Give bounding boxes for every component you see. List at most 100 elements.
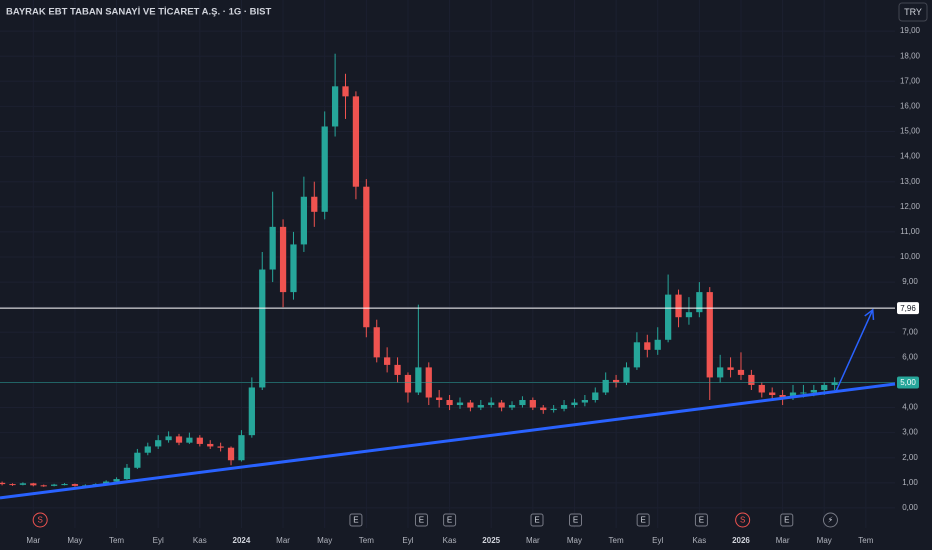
currency-button[interactable] <box>898 2 928 22</box>
y-tick-label: 9,00 <box>902 277 918 286</box>
candle-body <box>50 484 58 486</box>
x-tick-label: Mar <box>776 536 790 545</box>
candle-body <box>540 407 547 411</box>
candle-body <box>748 374 755 385</box>
event-marker <box>32 512 48 528</box>
event-marker <box>569 513 583 527</box>
price-tag <box>897 302 919 315</box>
currency-label[interactable]: TRY <box>904 7 922 17</box>
candle-body <box>821 384 828 390</box>
candle-body <box>0 482 6 485</box>
candle-body <box>446 400 453 406</box>
candle-body <box>436 397 443 401</box>
y-tick-label: 2,00 <box>902 453 918 462</box>
candle-body <box>612 379 620 383</box>
candle-body <box>498 402 505 408</box>
candle-body <box>113 479 120 482</box>
candle-body <box>779 394 786 398</box>
event-marker <box>530 513 544 527</box>
candle-body <box>571 402 578 406</box>
price-tag <box>897 376 919 389</box>
y-tick-label: 4,00 <box>902 403 918 412</box>
x-tick-label: May <box>67 536 82 545</box>
x-tick-label: Kas <box>692 536 706 545</box>
candle-body <box>404 374 412 393</box>
candle-body <box>769 392 776 395</box>
event-label: E <box>534 516 539 525</box>
candle-body <box>644 342 651 350</box>
candle-body <box>696 292 703 313</box>
candle-body <box>19 483 27 485</box>
candle-body <box>71 484 79 486</box>
event-label: E <box>640 516 645 525</box>
candle-body <box>123 467 131 480</box>
candle-body <box>175 436 183 443</box>
candle-body <box>727 367 734 370</box>
candle-body <box>321 126 328 212</box>
candle-body <box>227 447 235 461</box>
event-label: E <box>447 516 452 525</box>
candle-body <box>259 269 266 388</box>
y-tick-label: 3,00 <box>902 428 918 437</box>
candle-body <box>373 327 380 358</box>
candle-body <box>758 384 765 393</box>
y-tick-label: 15,00 <box>900 127 921 136</box>
candle-body <box>717 367 724 378</box>
candle-body <box>456 402 464 406</box>
event-label: E <box>419 516 424 525</box>
candle-body <box>654 339 661 350</box>
y-tick-label: 12,00 <box>900 202 921 211</box>
arrow-head <box>864 308 875 320</box>
event-marker <box>349 513 363 527</box>
candle-body <box>269 226 276 270</box>
x-tick-label: Tem <box>359 536 374 545</box>
x-tick-label: Kas <box>193 536 207 545</box>
candle-body <box>550 408 557 411</box>
candle-body <box>155 440 162 447</box>
candle-body <box>186 437 193 443</box>
candle-body <box>477 405 484 408</box>
candle-body <box>384 357 391 365</box>
candle-body <box>9 484 16 486</box>
candle-body <box>706 292 713 378</box>
candle-body <box>238 435 245 461</box>
candle-body <box>165 436 172 441</box>
y-tick-label: 7,00 <box>902 327 918 336</box>
chart-title: BAYRAK EBT TABAN SANAYİ VE TİCARET A.Ş. … <box>6 7 272 18</box>
price-tag-label: 7,96 <box>900 304 916 313</box>
x-tick-label: Mar <box>276 536 290 545</box>
event-marker <box>694 513 708 527</box>
y-tick-label: 11,00 <box>900 227 920 236</box>
candle-body <box>103 481 110 485</box>
candle-body <box>248 387 255 436</box>
x-tick-label: Mar <box>526 536 540 545</box>
price-tag-label: 5,00 <box>900 378 916 387</box>
candle-body <box>560 405 568 409</box>
event-marker <box>636 513 650 527</box>
x-tick-label: Eyl <box>652 536 663 545</box>
candle-body <box>144 446 151 453</box>
candle-body <box>331 86 339 127</box>
candle-body <box>685 312 693 318</box>
candle-body <box>30 483 37 486</box>
y-tick-label: 17,00 <box>900 76 921 85</box>
candle-body <box>810 389 817 393</box>
x-tick-label: Eyl <box>402 536 413 545</box>
y-tick-label: 19,00 <box>900 26 921 35</box>
candle-body <box>633 342 641 368</box>
candle-body <box>623 367 630 383</box>
arrow <box>834 309 874 393</box>
x-tick-label: Tem <box>609 536 624 545</box>
y-tick-label: 1,00 <box>902 478 918 487</box>
candle-body <box>196 437 203 444</box>
candle-body <box>311 196 318 212</box>
event-label: E <box>573 516 578 525</box>
candle-body <box>529 400 536 408</box>
candle-body <box>519 400 526 406</box>
event-marker <box>822 512 838 528</box>
x-tick-label: May <box>567 536 582 545</box>
candle-body <box>363 186 370 328</box>
event-marker <box>735 512 751 528</box>
candle-body <box>508 405 516 408</box>
